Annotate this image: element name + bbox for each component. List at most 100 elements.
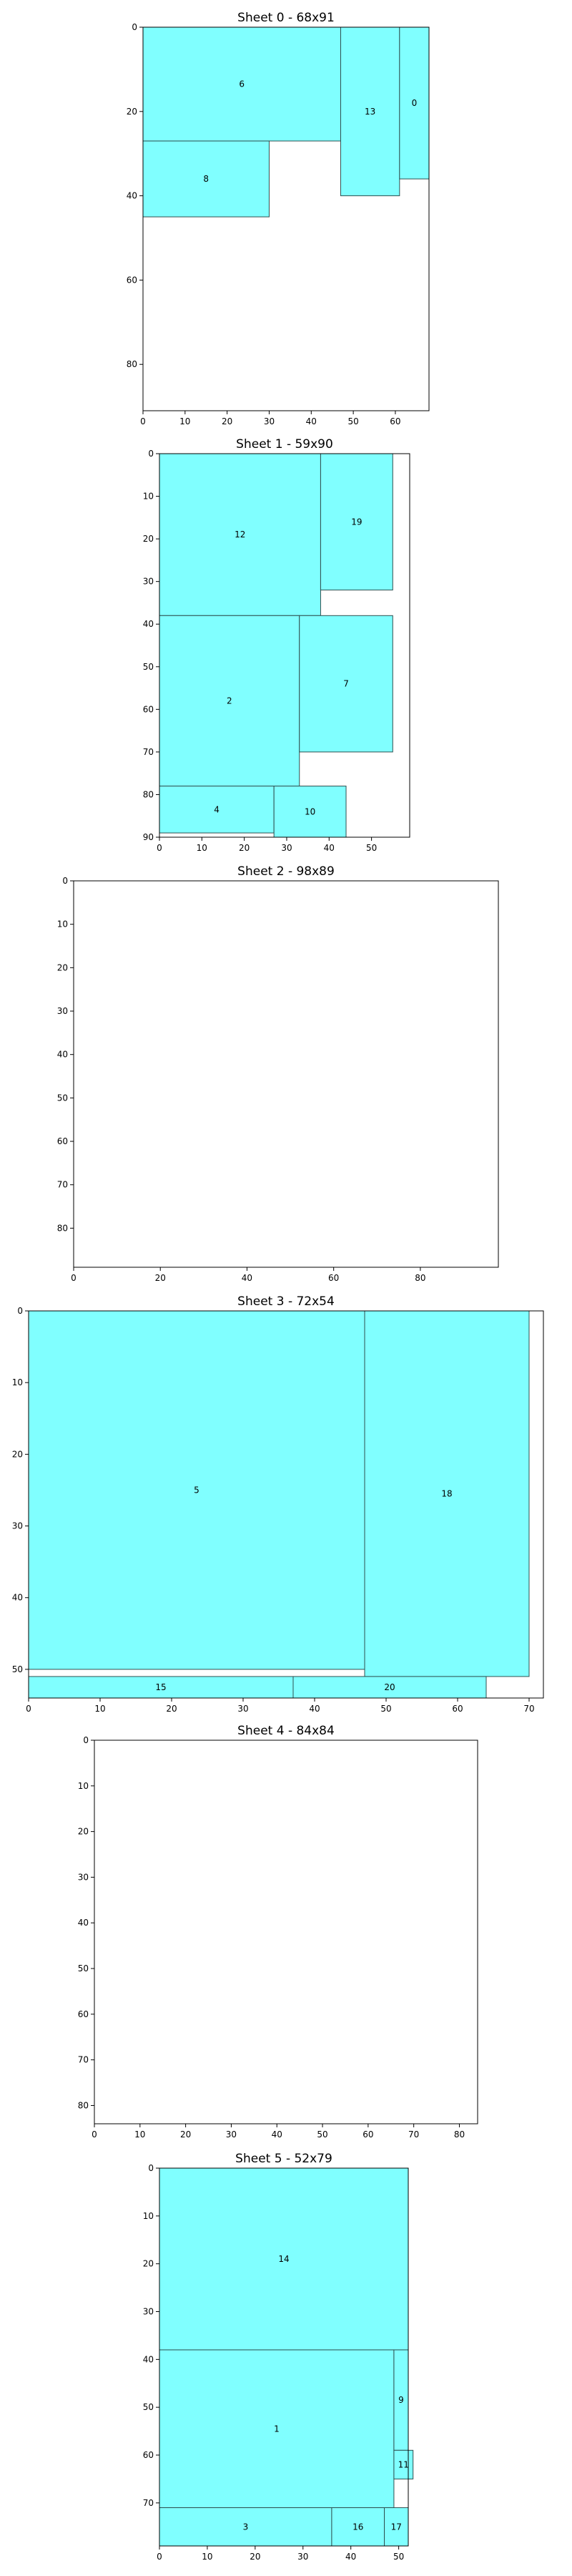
x-tick-label: 40 <box>242 1273 252 1283</box>
y-tick-label: 80 <box>143 789 154 799</box>
sheet-title: Sheet 0 - 68x91 <box>237 11 335 25</box>
piece-rect-16 <box>331 2507 385 2547</box>
y-tick-label: 0 <box>17 1306 23 1316</box>
y-tick-label: 0 <box>132 22 137 32</box>
y-tick-label: 20 <box>143 2259 154 2269</box>
y-tick-label: 20 <box>78 1827 89 1837</box>
piece-label-14: 14 <box>278 2254 289 2264</box>
piece-rect-14 <box>159 2167 409 2351</box>
piece-label-13: 13 <box>365 107 375 117</box>
piece-label-9: 9 <box>398 2395 404 2405</box>
y-tick-label: 50 <box>12 1664 23 1674</box>
y-tick-label: 50 <box>143 2402 154 2412</box>
sheet-panel-3: Sheet 3 - 72x54 5 18 15 20 0 10 20 30 40 50 60 70 0 10… <box>12 1294 544 1714</box>
piece-label-17: 17 <box>391 2522 402 2532</box>
piece-rect-6 <box>142 26 341 142</box>
x-tick-label: 40 <box>345 2552 356 2562</box>
y-tick-label: 0 <box>62 876 68 886</box>
piece-label-1: 1 <box>274 2424 280 2434</box>
x-tick-label: 30 <box>281 843 292 853</box>
x-tick-label: 30 <box>237 1704 248 1714</box>
x-tick-label: 30 <box>226 2129 237 2140</box>
sheet-title: Sheet 2 - 98x89 <box>237 864 335 879</box>
sheet-frame <box>94 1740 478 2124</box>
sheet-panel-2: Sheet 2 - 98x89 0 20 40 60 80 0 10 20 30 40 50 60 70 8… <box>57 864 499 1283</box>
y-tick-label: 50 <box>143 662 154 672</box>
y-tick-label: 0 <box>83 1735 89 1745</box>
x-tick-label: 80 <box>415 1273 425 1283</box>
piece-rect-10 <box>273 786 347 838</box>
piece-rect-11 <box>393 2449 414 2479</box>
y-tick-label: 70 <box>143 747 154 757</box>
piece-label-11: 11 <box>398 2459 409 2469</box>
y-tick-label: 40 <box>143 2354 154 2364</box>
piece-label-2: 2 <box>227 696 232 706</box>
x-tick-label: 50 <box>393 2552 404 2562</box>
sheet-frame-outline <box>159 2167 409 2547</box>
x-tick-label: 30 <box>297 2552 308 2562</box>
x-tick-label: 40 <box>324 843 335 853</box>
x-tick-label: 50 <box>347 416 358 426</box>
sheet-frame-outline <box>73 880 499 1268</box>
sheet-frame <box>73 880 499 1268</box>
y-tick-label: 70 <box>78 2055 89 2065</box>
piece-label-12: 12 <box>235 530 245 540</box>
piece-label-3: 3 <box>243 2522 249 2532</box>
x-tick-label: 60 <box>328 1273 339 1283</box>
x-tick-label: 30 <box>264 416 275 426</box>
y-tick-label: 80 <box>57 1223 68 1233</box>
piece-rect-1 <box>159 2349 395 2509</box>
y-tick-label: 20 <box>143 534 154 544</box>
x-tick-label: 20 <box>239 843 250 853</box>
x-tick-label: 50 <box>317 2129 327 2140</box>
y-tick-label: 60 <box>57 1136 68 1146</box>
y-tick-label: 20 <box>127 107 137 117</box>
piece-rect-19 <box>320 453 393 591</box>
piece-rect-18 <box>364 1310 530 1677</box>
x-tick-label: 20 <box>180 2129 191 2140</box>
piece-label-4: 4 <box>214 804 220 814</box>
x-tick-label: 0 <box>157 2552 162 2562</box>
x-tick-label: 0 <box>92 2129 97 2140</box>
sheet-frame-outline <box>159 453 410 838</box>
y-tick-label: 10 <box>12 1377 23 1387</box>
piece-label-5: 5 <box>194 1485 199 1495</box>
x-tick-label: 40 <box>272 2129 282 2140</box>
piece-rect-2 <box>159 615 300 787</box>
sheet-panel-4: Sheet 4 - 84x84 0 10 20 30 40 50 60 70 80 0 10 20 30 4… <box>78 1724 478 2140</box>
x-tick-label: 10 <box>134 2129 145 2140</box>
y-tick-label: 50 <box>78 1963 89 1974</box>
piece-label-6: 6 <box>239 79 245 89</box>
y-tick-label: 80 <box>78 2100 89 2110</box>
y-tick-label: 10 <box>143 2211 154 2221</box>
piece-rect-5 <box>28 1310 365 1670</box>
y-tick-label: 0 <box>148 449 154 459</box>
sheet-panel-1: Sheet 1 - 59x90 12 19 2 7 4 10 0 10 20 30 40 50 0 10 20… <box>143 437 410 853</box>
sheet-title: Sheet 3 - 72x54 <box>237 1294 335 1309</box>
sheet-frame-outline <box>142 26 430 411</box>
sheet-title: Sheet 4 - 84x84 <box>237 1724 335 1738</box>
y-tick-label: 30 <box>57 1006 68 1016</box>
y-tick-label: 60 <box>127 275 137 285</box>
x-tick-label: 0 <box>71 1273 77 1283</box>
x-tick-label: 20 <box>250 2552 260 2562</box>
sheet-title: Sheet 1 - 59x90 <box>236 437 333 452</box>
piece-label-8: 8 <box>203 174 209 184</box>
x-tick-label: 70 <box>408 2129 419 2140</box>
x-tick-label: 10 <box>179 416 190 426</box>
y-tick-label: 90 <box>143 832 154 842</box>
piece-rect-12 <box>159 453 321 616</box>
y-tick-label: 60 <box>143 2450 154 2460</box>
x-tick-label: 40 <box>309 1704 320 1714</box>
x-tick-label: 50 <box>366 843 377 853</box>
y-tick-label: 60 <box>143 704 154 714</box>
y-tick-label: 40 <box>127 191 137 201</box>
x-tick-label: 60 <box>452 1704 463 1714</box>
y-tick-label: 20 <box>12 1449 23 1459</box>
y-tick-label: 10 <box>143 492 154 502</box>
x-tick-label: 20 <box>222 416 232 426</box>
piece-rect-0 <box>399 26 430 180</box>
y-tick-label: 10 <box>57 919 68 930</box>
